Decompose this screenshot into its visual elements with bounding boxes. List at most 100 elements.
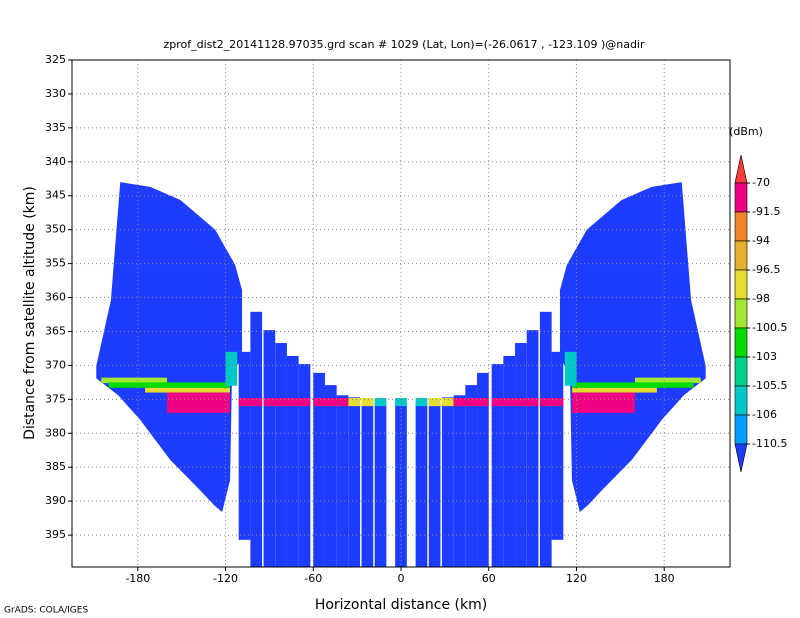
strip	[428, 400, 441, 567]
y-axis-label: Distance from satellite altitude (km)	[22, 186, 38, 440]
strip	[515, 343, 527, 567]
strip-surface	[477, 398, 489, 407]
y-tick-label: 335	[45, 121, 66, 134]
echo	[145, 387, 230, 393]
strip	[250, 311, 263, 567]
echo	[634, 377, 701, 384]
strip	[361, 400, 374, 567]
strip	[539, 311, 552, 567]
strip	[263, 330, 276, 567]
x-tick-label: 0	[398, 572, 405, 585]
strip	[374, 404, 387, 567]
colorbar-swatch	[734, 356, 748, 387]
y-tick-label: 325	[45, 53, 66, 66]
colorbar-swatch	[734, 385, 748, 416]
strip-surface	[275, 398, 287, 407]
y-tick-label: 355	[45, 257, 66, 270]
colorbar-swatch	[734, 269, 748, 300]
strip	[415, 404, 428, 567]
strip-surface	[286, 398, 299, 407]
strip-surface	[551, 398, 564, 407]
colorbar-label: -110.5	[752, 437, 787, 450]
echo	[108, 382, 230, 388]
x-tick-label: 60	[482, 572, 496, 585]
echo	[572, 387, 657, 393]
strip-surface	[491, 398, 504, 407]
strip-surface	[415, 398, 428, 407]
colorbar-cap	[734, 443, 748, 473]
strip-surface	[515, 398, 527, 407]
colorbar-swatch	[734, 327, 748, 358]
colorbar-label: -91.5	[752, 205, 780, 218]
plot-frame	[71, 59, 731, 568]
echo	[572, 392, 635, 413]
strip	[453, 395, 466, 567]
x-tick-label: -120	[213, 572, 238, 585]
y-tick-label: 380	[45, 426, 66, 439]
x-tick-label: -60	[304, 572, 322, 585]
strip-surface	[441, 398, 454, 407]
strip	[238, 351, 251, 540]
y-tick-label: 360	[45, 291, 66, 304]
strip-surface	[250, 398, 263, 407]
strip-surface	[313, 398, 325, 407]
strip-surface	[336, 398, 349, 407]
swath	[559, 182, 706, 513]
swath	[96, 182, 243, 513]
credit: GrADS: COLA/IGES	[4, 606, 88, 616]
y-tick-label: 330	[45, 87, 66, 100]
strip	[503, 355, 516, 567]
colorbar-label: -105.5	[752, 379, 787, 392]
strip-surface	[324, 398, 337, 407]
strip	[465, 385, 478, 567]
echo	[167, 392, 230, 413]
strip	[298, 364, 311, 567]
colorbar-label: -70	[752, 176, 770, 189]
strip	[324, 385, 337, 567]
y-tick-label: 390	[45, 494, 66, 507]
strip	[551, 351, 564, 540]
colorbar-swatch	[734, 182, 748, 213]
strip-surface	[298, 398, 311, 407]
strip	[477, 372, 489, 567]
y-tick-label: 365	[45, 324, 66, 337]
echo	[564, 351, 577, 386]
echo	[101, 377, 168, 384]
colorbar-label: -96.5	[752, 263, 780, 276]
colorbar-swatch	[734, 298, 748, 329]
y-tick-label: 345	[45, 189, 66, 202]
colorbar-swatch	[734, 211, 748, 242]
echo	[572, 382, 694, 388]
strip-surface	[503, 398, 516, 407]
strip-surface	[395, 398, 407, 407]
strip	[336, 395, 349, 567]
y-tick-label: 375	[45, 392, 66, 405]
strip	[313, 372, 325, 567]
y-tick-label: 370	[45, 358, 66, 371]
strip-surface	[428, 398, 441, 407]
x-axis-label: Horizontal distance (km)	[315, 597, 487, 613]
strip	[286, 355, 299, 567]
colorbar-unit: (dBm)	[729, 125, 763, 138]
x-tick-label: 120	[566, 572, 587, 585]
strip-surface	[361, 398, 374, 407]
x-tick-label: 180	[654, 572, 675, 585]
strip-surface	[263, 398, 276, 407]
strip	[526, 330, 539, 567]
y-tick-label: 340	[45, 155, 66, 168]
colorbar-label: -98	[752, 292, 770, 305]
colorbar-swatch	[734, 414, 748, 445]
plot-area	[96, 182, 706, 567]
strip	[491, 364, 504, 567]
x-tick-label: -180	[125, 572, 150, 585]
colorbar-label: -94	[752, 234, 770, 247]
strip-surface	[348, 398, 361, 407]
y-tick-label: 350	[45, 223, 66, 236]
colorbar-label: -103	[752, 350, 777, 363]
echo	[225, 351, 238, 386]
chart-title: zprof_dist2_20141128.97035.grd scan # 10…	[163, 38, 645, 51]
y-tick-label: 385	[45, 460, 66, 473]
strip-surface	[526, 398, 539, 407]
colorbar-cap	[734, 154, 748, 184]
